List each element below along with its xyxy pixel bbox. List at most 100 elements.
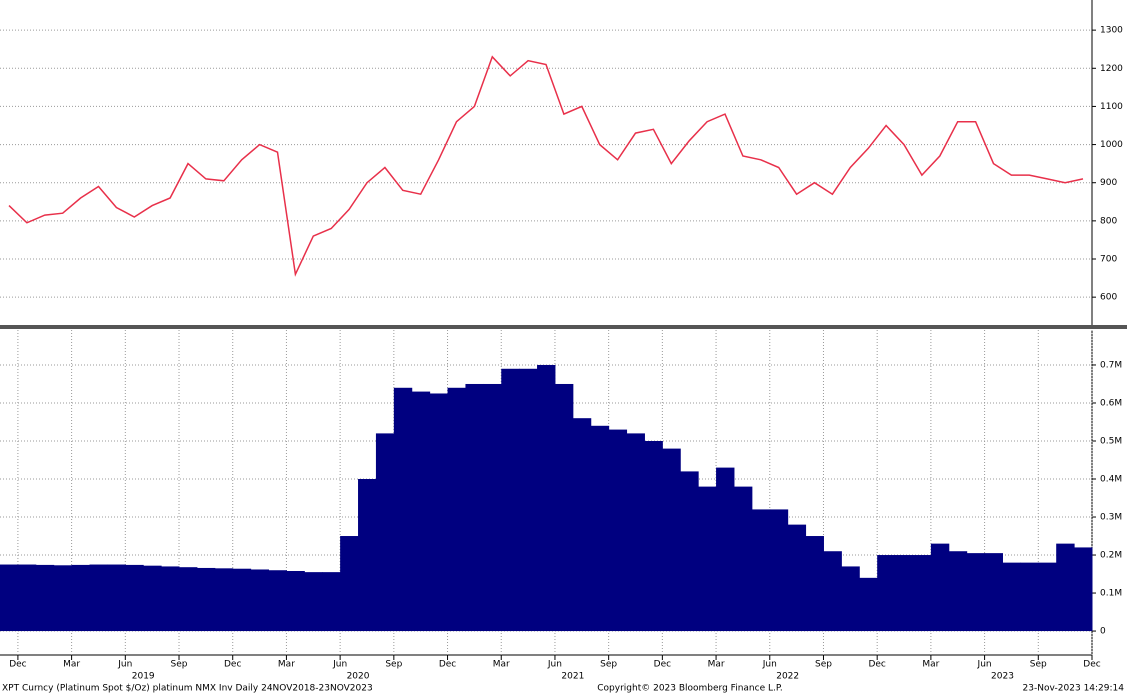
y-tick-label: 600 [1100,293,1117,303]
bar [250,569,270,632]
bar [841,566,860,632]
year-label: 2020 [347,672,370,682]
footer-copyright: Copyright© 2023 Bloomberg Finance L.P. [597,684,782,694]
x-tick-label: Sep [1030,660,1047,670]
bar [859,577,878,632]
x-tick-label: Dec [9,660,26,670]
y-tick-label: 1000 [1100,140,1123,150]
footer-timestamp: 23-Nov-2023 14:29:14 [1023,684,1125,694]
x-tick-label: Sep [815,660,832,670]
x-tick-label: Mar [63,660,80,670]
bar [895,555,914,632]
bar [304,572,323,632]
bar [107,564,126,632]
x-tick-label: Dec [868,660,885,670]
bar [608,429,628,632]
bar [930,543,950,632]
y-tick-label: 1200 [1100,64,1123,74]
bar [912,555,932,632]
panel-separator [0,325,1127,329]
bar [286,570,305,632]
y-tick-label: 0 [1100,627,1106,637]
year-label: 2022 [776,672,799,682]
bar [751,509,771,632]
bar [733,486,753,632]
year-label: 2019 [132,672,155,682]
x-tick-label: Mar [708,660,725,670]
bar [984,553,1003,632]
bar [716,467,735,632]
bar [214,568,234,632]
bar [447,387,466,632]
x-tick-label: Jun [762,660,777,670]
bar [554,383,574,632]
bar [1074,547,1093,632]
y-tick-label: 900 [1100,178,1117,188]
bar [53,565,73,632]
x-tick-label: Dec [654,660,671,670]
bar [1056,543,1075,632]
x-tick-label: Mar [278,660,295,670]
bar [519,368,538,632]
price-line [8,55,1084,277]
bar [1020,562,1039,632]
bar [1038,562,1057,632]
bar [644,440,663,632]
bar [89,564,108,632]
bar [966,553,986,632]
bar [17,564,37,632]
x-tick-label: Jun [977,660,992,670]
bar [1002,562,1021,632]
bar [358,479,377,632]
bar [537,364,556,632]
panel: 0 0.1M 0.2M 0.3M 0.4M 0.5M 0.6M 0.7M Dec Mar Jun Se… [0,330,1122,682]
x-tick-label: Sep [600,660,617,670]
bar [268,570,287,632]
bar [375,433,395,632]
bar [680,471,699,632]
bar [232,568,252,632]
x-tick-label: Jun [117,660,132,670]
bar [823,551,842,632]
y-tick-label: 800 [1100,216,1117,226]
bar [393,387,413,632]
bar [0,564,19,632]
bar [769,509,789,632]
panel: 600 700 800 900 1000 1100 1200 1300 [0,26,1123,303]
footer-description: XPT Curncy (Platinum Spot $/Oz) platinum… [2,684,373,694]
x-tick-label: Jun [332,660,347,670]
bar [429,393,449,632]
x-tick-label: Dec [1083,660,1100,670]
bar [662,448,681,632]
bar [196,567,216,632]
y-tick-label: 0.1M [1100,589,1122,599]
bar [483,383,502,632]
x-tick-label: Jun [547,660,562,670]
y-tick-label: 1300 [1100,26,1123,36]
y-tick-label: 0.5M [1100,436,1122,446]
x-tick-label: Dec [439,660,456,670]
bar [322,572,341,632]
bar [161,566,180,632]
y-tick-label: 0.6M [1100,398,1122,408]
bar [590,425,610,632]
bar [465,383,484,632]
y-tick-label: 700 [1100,255,1117,265]
y-tick-label: 0.4M [1100,475,1122,485]
bar [35,564,55,632]
bar [877,555,896,632]
bar [805,536,824,632]
bar [626,433,645,632]
y-tick-label: 0.3M [1100,513,1122,523]
x-tick-label: Mar [922,660,939,670]
x-tick-label: Sep [171,660,188,670]
bar [411,391,431,632]
bar [125,564,144,632]
x-tick-label: Dec [224,660,241,670]
y-tick-label: 0.7M [1100,360,1122,370]
x-tick-label: Mar [493,660,510,670]
bar [143,565,162,632]
bar [572,418,592,632]
